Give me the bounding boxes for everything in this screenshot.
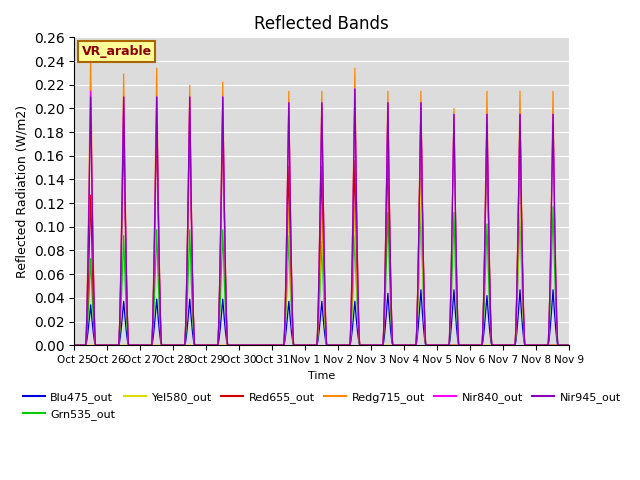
Grn535_out [282, 319, 289, 325]
Nir945_out [70, 342, 78, 348]
Grn535_out [70, 342, 78, 348]
Yel580_out [566, 342, 573, 348]
Grn535_out [566, 342, 573, 348]
Nir840_out [156, 298, 164, 303]
Y-axis label: Reflected Radiation (W/m2): Reflected Radiation (W/m2) [15, 105, 28, 278]
Text: VR_arable: VR_arable [81, 45, 152, 58]
Grn535_out [127, 342, 134, 348]
Blu475_out [260, 342, 268, 348]
Red655_out [156, 302, 164, 308]
Red655_out [260, 342, 268, 348]
Blu475_out [156, 334, 164, 340]
Nir945_out [282, 291, 289, 297]
Line: Red655_out: Red655_out [74, 108, 570, 345]
Redg715_out [156, 300, 164, 306]
Grn535_out [502, 342, 510, 348]
Redg715_out [282, 281, 289, 287]
Blu475_out [502, 342, 510, 348]
Blu475_out [556, 342, 564, 348]
Nir840_out [351, 86, 358, 92]
Line: Nir945_out: Nir945_out [74, 89, 570, 345]
Nir945_out [156, 298, 164, 303]
Red655_out [70, 342, 78, 348]
Redg715_out [260, 342, 268, 348]
Blu475_out [127, 342, 134, 348]
Line: Yel580_out: Yel580_out [74, 178, 570, 345]
Redg715_out [70, 342, 78, 348]
Redg715_out [87, 54, 95, 60]
Nir840_out [502, 342, 510, 348]
Yel580_out [502, 342, 510, 348]
Red655_out [566, 342, 573, 348]
Nir945_out [502, 342, 510, 348]
Nir945_out [556, 342, 564, 348]
Line: Redg715_out: Redg715_out [74, 57, 570, 345]
Nir840_out [127, 342, 134, 348]
Redg715_out [127, 342, 134, 348]
Nir840_out [566, 342, 573, 348]
Grn535_out [417, 204, 425, 210]
Blu475_out [282, 333, 289, 339]
Nir945_out [127, 342, 134, 348]
Line: Grn535_out: Grn535_out [74, 207, 570, 345]
Nir945_out [260, 342, 268, 348]
X-axis label: Time: Time [308, 371, 335, 381]
Nir945_out [566, 342, 573, 348]
Red655_out [127, 342, 134, 348]
Yel580_out [70, 342, 78, 348]
Grn535_out [556, 342, 564, 348]
Legend: Blu475_out, Grn535_out, Yel580_out, Red655_out, Redg715_out, Nir840_out, Nir945_: Blu475_out, Grn535_out, Yel580_out, Red6… [18, 388, 625, 424]
Red655_out [417, 106, 425, 111]
Redg715_out [502, 342, 510, 348]
Redg715_out [566, 342, 573, 348]
Red655_out [502, 342, 510, 348]
Blu475_out [566, 342, 573, 348]
Yel580_out [556, 342, 564, 348]
Line: Blu475_out: Blu475_out [74, 290, 570, 345]
Yel580_out [260, 342, 268, 348]
Yel580_out [156, 342, 164, 348]
Grn535_out [260, 342, 268, 348]
Nir840_out [260, 342, 268, 348]
Yel580_out [417, 175, 425, 180]
Yel580_out [127, 342, 134, 348]
Nir945_out [351, 86, 358, 92]
Nir840_out [282, 291, 289, 297]
Title: Reflected Bands: Reflected Bands [254, 15, 389, 33]
Yel580_out [282, 313, 289, 319]
Grn535_out [156, 322, 164, 327]
Red655_out [282, 305, 289, 311]
Line: Nir840_out: Nir840_out [74, 89, 570, 345]
Blu475_out [70, 342, 78, 348]
Nir840_out [70, 342, 78, 348]
Blu475_out [417, 287, 425, 293]
Nir840_out [556, 342, 564, 348]
Redg715_out [556, 342, 564, 348]
Red655_out [556, 342, 564, 348]
